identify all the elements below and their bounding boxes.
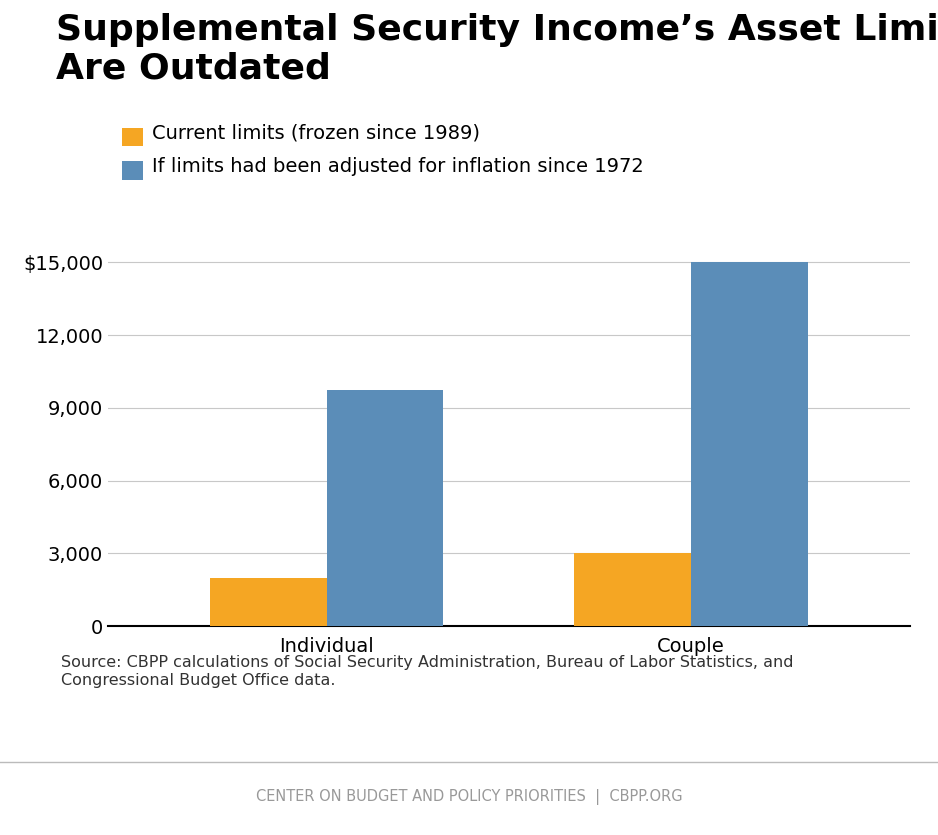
Text: Supplemental Security Income’s Asset Limits
Are Outdated: Supplemental Security Income’s Asset Lim…	[56, 13, 938, 86]
Text: If limits had been adjusted for inflation since 1972: If limits had been adjusted for inflatio…	[152, 157, 643, 175]
Text: Current limits (frozen since 1989): Current limits (frozen since 1989)	[152, 124, 480, 142]
Bar	[326, 390, 444, 626]
Bar	[691, 262, 808, 626]
Text: CENTER ON BUDGET AND POLICY PRIORITIES  |  CBPP.ORG: CENTER ON BUDGET AND POLICY PRIORITIES |…	[256, 788, 682, 805]
Bar	[210, 578, 326, 626]
Bar	[574, 554, 691, 626]
Text: Source: CBPP calculations of Social Security Administration, Bureau of Labor Sta: Source: CBPP calculations of Social Secu…	[61, 655, 794, 688]
